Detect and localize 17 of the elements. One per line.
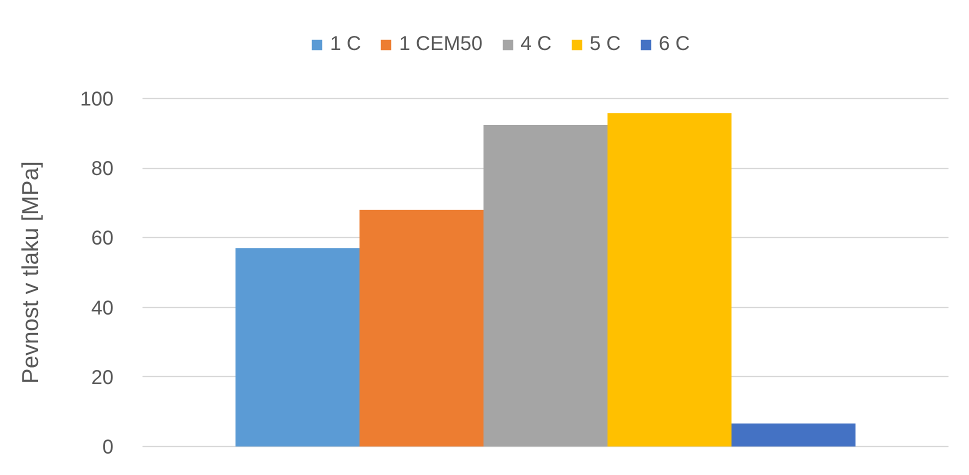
y-axis-title: Pevnost v tlaku [MPa]: [17, 161, 44, 384]
bar: [360, 210, 484, 446]
legend-label: 1 CEM50: [399, 33, 482, 56]
legend-label: 1 C: [330, 33, 362, 56]
legend-label: 4 C: [520, 33, 552, 56]
y-tick-label: 0: [102, 436, 114, 458]
y-tick-label: 20: [91, 366, 114, 389]
bar: [236, 248, 360, 446]
legend-label: 6 C: [658, 33, 690, 56]
y-tick-label: 80: [91, 158, 114, 180]
y-tick-label: 100: [80, 88, 114, 110]
legend-label: 5 C: [590, 33, 621, 56]
y-tick-label: 40: [91, 297, 114, 320]
bar: [608, 113, 732, 446]
bar: [732, 424, 856, 446]
bar: [484, 124, 608, 446]
y-tick-label: 60: [91, 228, 114, 250]
